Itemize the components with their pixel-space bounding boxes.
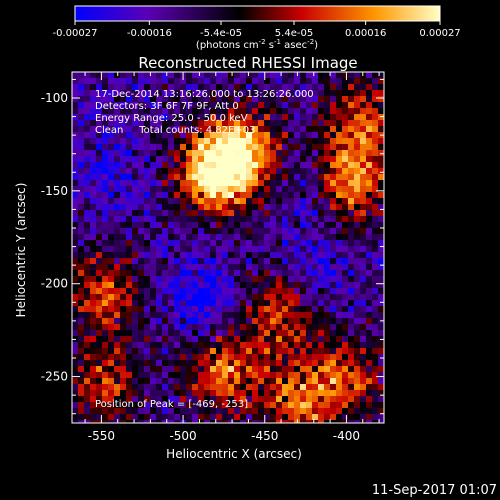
x-tick-label: -550 bbox=[88, 429, 115, 443]
annotation-line: Energy Range: 25.0 - 50.0 keV bbox=[95, 113, 248, 124]
colorbar-tick-label: -0.00016 bbox=[127, 28, 172, 39]
colorbar bbox=[74, 5, 441, 22]
y-axis-label: Heliocentric Y (arcsec) bbox=[14, 183, 28, 318]
colorbar-tick-label: 5.4e-05 bbox=[275, 28, 313, 39]
x-tick-label: -450 bbox=[251, 429, 278, 443]
y-tick-label: -250 bbox=[41, 370, 68, 384]
colorbar-ticks: -0.00027 -0.00016 -5.4e-05 5.4e-05 0.00016 0.… bbox=[53, 21, 461, 39]
peak-position-label: Position of Peak = [-469, -253] bbox=[95, 399, 248, 410]
annotation-block: 17-Dec-2014 13:16:26.000 to 13:26:26.000… bbox=[95, 89, 314, 136]
x-tick-label: -400 bbox=[333, 429, 360, 443]
colorbar-unit-label: (photons cm-2 s-1 asec-2) bbox=[196, 38, 318, 51]
axis-ticks: -550 -500 -450 -400 -100 -150 -200 -250 bbox=[41, 72, 384, 443]
chart-title: Reconstructed RHESSI Image bbox=[138, 54, 357, 72]
colorbar-tick-label: -0.00027 bbox=[53, 28, 98, 39]
annotation-line: Clean Total counts: 4.82E+03 bbox=[95, 125, 255, 136]
colorbar-tick-label: -5.4e-05 bbox=[200, 28, 242, 39]
y-tick-label: -100 bbox=[41, 91, 68, 105]
annotation-line: 17-Dec-2014 13:16:26.000 to 13:26:26.000 bbox=[95, 89, 314, 100]
colorbar-tick-label: 0.00027 bbox=[419, 28, 460, 39]
heatmap-image bbox=[72, 72, 384, 423]
y-tick-label: -200 bbox=[41, 277, 68, 291]
annotation-line: Detectors: 3F 6F 7F 9F, Att 0 bbox=[95, 101, 239, 112]
colorbar-tick-label: 0.00016 bbox=[345, 28, 386, 39]
plot-frame bbox=[71, 71, 385, 424]
x-tick-label: -500 bbox=[169, 429, 196, 443]
timestamp: 11-Sep-2017 01:07 bbox=[372, 483, 497, 498]
y-tick-label: -150 bbox=[41, 184, 68, 198]
x-axis-label: Heliocentric X (arcsec) bbox=[166, 447, 302, 461]
